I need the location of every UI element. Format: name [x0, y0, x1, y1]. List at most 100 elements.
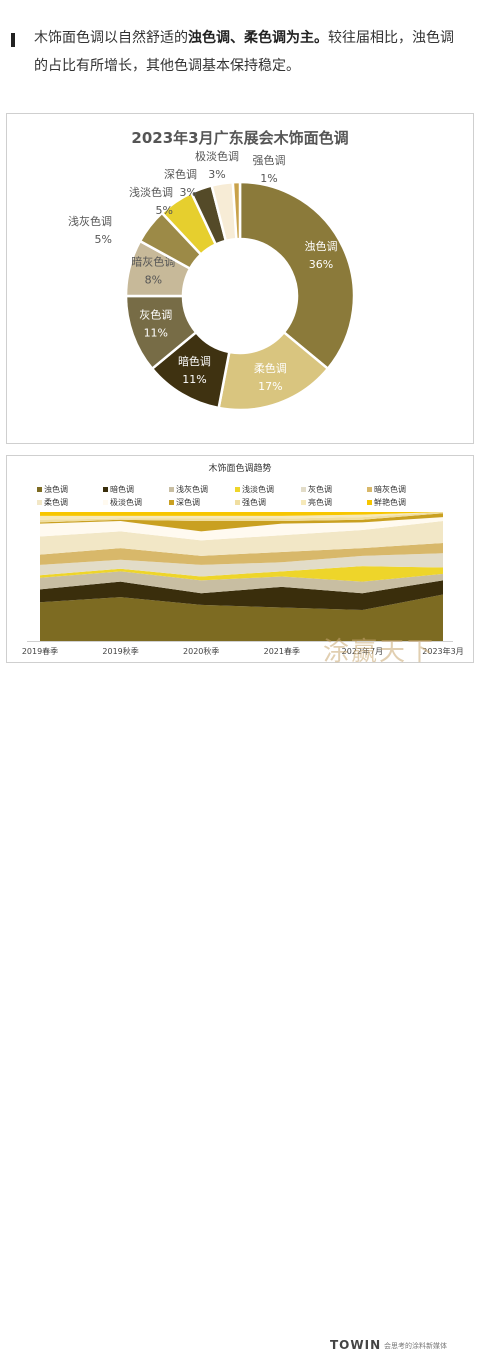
donut-label-5: 浅灰色调 5% — [68, 214, 112, 246]
legend-label: 暗色调 — [110, 485, 134, 494]
legend-item-0: 浊色调 — [37, 484, 68, 495]
area-band-4 — [40, 553, 443, 577]
legend-label: 极淡色调 — [110, 498, 142, 507]
x-tick-label-0: 2019春季 — [22, 646, 58, 656]
area-chart: 木饰面色调趋势 2019春季 2019秋季 2020秋季 2021春季 2022年7月 20… — [22, 462, 464, 656]
donut-label-1: 柔色调 17% — [254, 361, 287, 393]
legend-swatch — [367, 487, 372, 492]
donut-label-name: 浊色调 — [304, 239, 337, 253]
donut-label-0: 浊色调 36% — [304, 239, 337, 271]
x-tick-label-3: 2021春季 — [264, 646, 300, 656]
donut-label-name: 深色调 — [164, 167, 197, 181]
legend-item-9: 强色调 — [235, 497, 266, 508]
legend-label: 浅灰色调 — [176, 485, 208, 494]
legend-item-7: 极淡色调 — [103, 497, 142, 508]
legend-item-11: 鲜艳色调 — [367, 497, 406, 508]
legend-label: 柔色调 — [44, 498, 68, 507]
x-tick-label-4: 2022年7月 — [342, 646, 383, 656]
donut-slice-0 — [238, 180, 356, 371]
legend-swatch — [235, 487, 240, 492]
donut-label-value: 17% — [258, 380, 282, 393]
donut-label-6: 浅淡色调 5% — [129, 185, 173, 217]
legend-label: 浊色调 — [44, 485, 68, 494]
legend-swatch — [367, 500, 372, 505]
intro-paragraph: 木饰面色调以自然舒适的浊色调、柔色调为主。较往届相比，浊色调的占比有所增长，其他… — [34, 24, 464, 80]
legend-swatch — [235, 500, 240, 505]
area-band-10 — [40, 512, 443, 520]
area-band-2 — [40, 571, 443, 594]
legend-item-8: 深色调 — [169, 497, 200, 508]
donut-label-value: 3% — [180, 186, 197, 199]
donut-label-name: 浅灰色调 — [68, 214, 112, 228]
donut-label-name: 强色调 — [253, 153, 286, 167]
area-chart-panel: 木饰面色调趋势 2019春季 2019秋季 2020秋季 2021春季 2022年7月 20… — [6, 455, 474, 663]
donut-label-2: 暗色调 11% — [178, 354, 211, 386]
intro-text-bold: 浊色调、柔色调为主。 — [188, 30, 328, 46]
legend-label: 强色调 — [242, 498, 266, 507]
area-chart-title: 木饰面色调趋势 — [208, 462, 271, 474]
area-band-8 — [40, 513, 443, 532]
donut-label-value: 1% — [260, 172, 277, 185]
legend-item-5: 暗灰色调 — [367, 484, 406, 495]
legend-swatch — [37, 500, 42, 505]
legend-swatch — [301, 487, 306, 492]
donut-label-value: 11% — [182, 373, 206, 386]
legend-label: 暗灰色调 — [374, 485, 406, 494]
donut-label-value: 5% — [95, 233, 112, 246]
area-band-0 — [40, 594, 443, 641]
legend-label: 鲜艳色调 — [374, 498, 406, 507]
donut-chart-title: 2023年3月广东展会木饰面色调 — [131, 129, 348, 147]
x-tick-label-1: 2019秋季 — [102, 646, 138, 656]
area-band-7 — [40, 517, 443, 541]
donut-label-9: 强色调 1% — [253, 153, 286, 185]
intro-text-part1: 木饰面色调以自然舒适的 — [34, 30, 188, 46]
donut-label-name: 暗灰色调 — [131, 255, 175, 269]
donut-slice-9 — [231, 180, 242, 241]
legend-item-3: 浅淡色调 — [235, 484, 274, 495]
legend-swatch — [37, 487, 42, 492]
legend-item-1: 暗色调 — [103, 484, 134, 495]
legend-item-2: 浅灰色调 — [169, 484, 208, 495]
brand-logo: TOWIN — [330, 1338, 382, 1352]
legend-item-6: 柔色调 — [37, 497, 68, 508]
donut-label-value: 8% — [145, 274, 162, 287]
donut-label-value: 11% — [144, 326, 168, 339]
legend-item-10: 亮色调 — [301, 497, 332, 508]
legend-swatch — [103, 487, 108, 492]
legend-swatch — [301, 500, 306, 505]
area-band-6 — [40, 521, 443, 556]
donut-chart-panel: 2023年3月广东展会木饰面色调浊色调 36% 柔色调 17% 暗色调 11% 灰色调 11%… — [6, 113, 474, 444]
donut-label-name: 柔色调 — [254, 361, 287, 375]
brand-slogan: 会思考的涂料新媒体 — [384, 1342, 447, 1350]
legend-label: 灰色调 — [308, 485, 332, 494]
area-band-5 — [40, 542, 443, 565]
donut-label-8: 极淡色调 3% — [195, 149, 239, 181]
area-band-11 — [40, 512, 443, 516]
legend-label: 浅淡色调 — [242, 485, 274, 494]
donut-label-7: 深色调 3% — [164, 167, 197, 199]
legend-label: 亮色调 — [308, 498, 332, 507]
donut-label-4: 暗灰色调 8% — [131, 255, 175, 287]
legend-item-4: 灰色调 — [301, 484, 332, 495]
donut-label-value: 5% — [156, 204, 173, 217]
legend-swatch — [103, 500, 108, 505]
legend-label: 深色调 — [176, 498, 200, 507]
donut-label-3: 灰色调 11% — [139, 307, 172, 339]
quote-bar — [11, 33, 15, 47]
donut-label-value: 36% — [309, 258, 333, 271]
watermark-text: 涂赢天下 — [323, 637, 436, 667]
x-tick-label-5: 2023年3月 — [422, 646, 463, 656]
intro-text-part2: 较往届相比，浊色调的占比有所增长，其他色调基本保持稳定。 — [34, 30, 454, 74]
footer: TOWIN 会思考的涂料新媒体 — [0, 666, 479, 1352]
donut-label-name: 暗色调 — [178, 354, 211, 368]
x-tick-label-2: 2020秋季 — [183, 646, 219, 656]
donut-label-name: 浅淡色调 — [129, 185, 173, 199]
area-band-1 — [40, 580, 443, 611]
donut-label-name: 灰色调 — [139, 307, 172, 321]
area-band-3 — [40, 566, 443, 582]
legend-swatch — [169, 487, 174, 492]
area-band-9 — [40, 512, 443, 523]
donut-label-name: 极淡色调 — [195, 149, 239, 163]
legend-swatch — [169, 500, 174, 505]
